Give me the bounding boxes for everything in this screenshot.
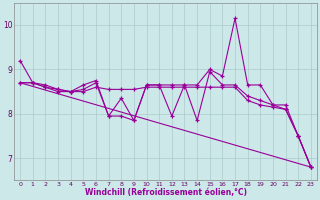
- X-axis label: Windchill (Refroidissement éolien,°C): Windchill (Refroidissement éolien,°C): [84, 188, 246, 197]
